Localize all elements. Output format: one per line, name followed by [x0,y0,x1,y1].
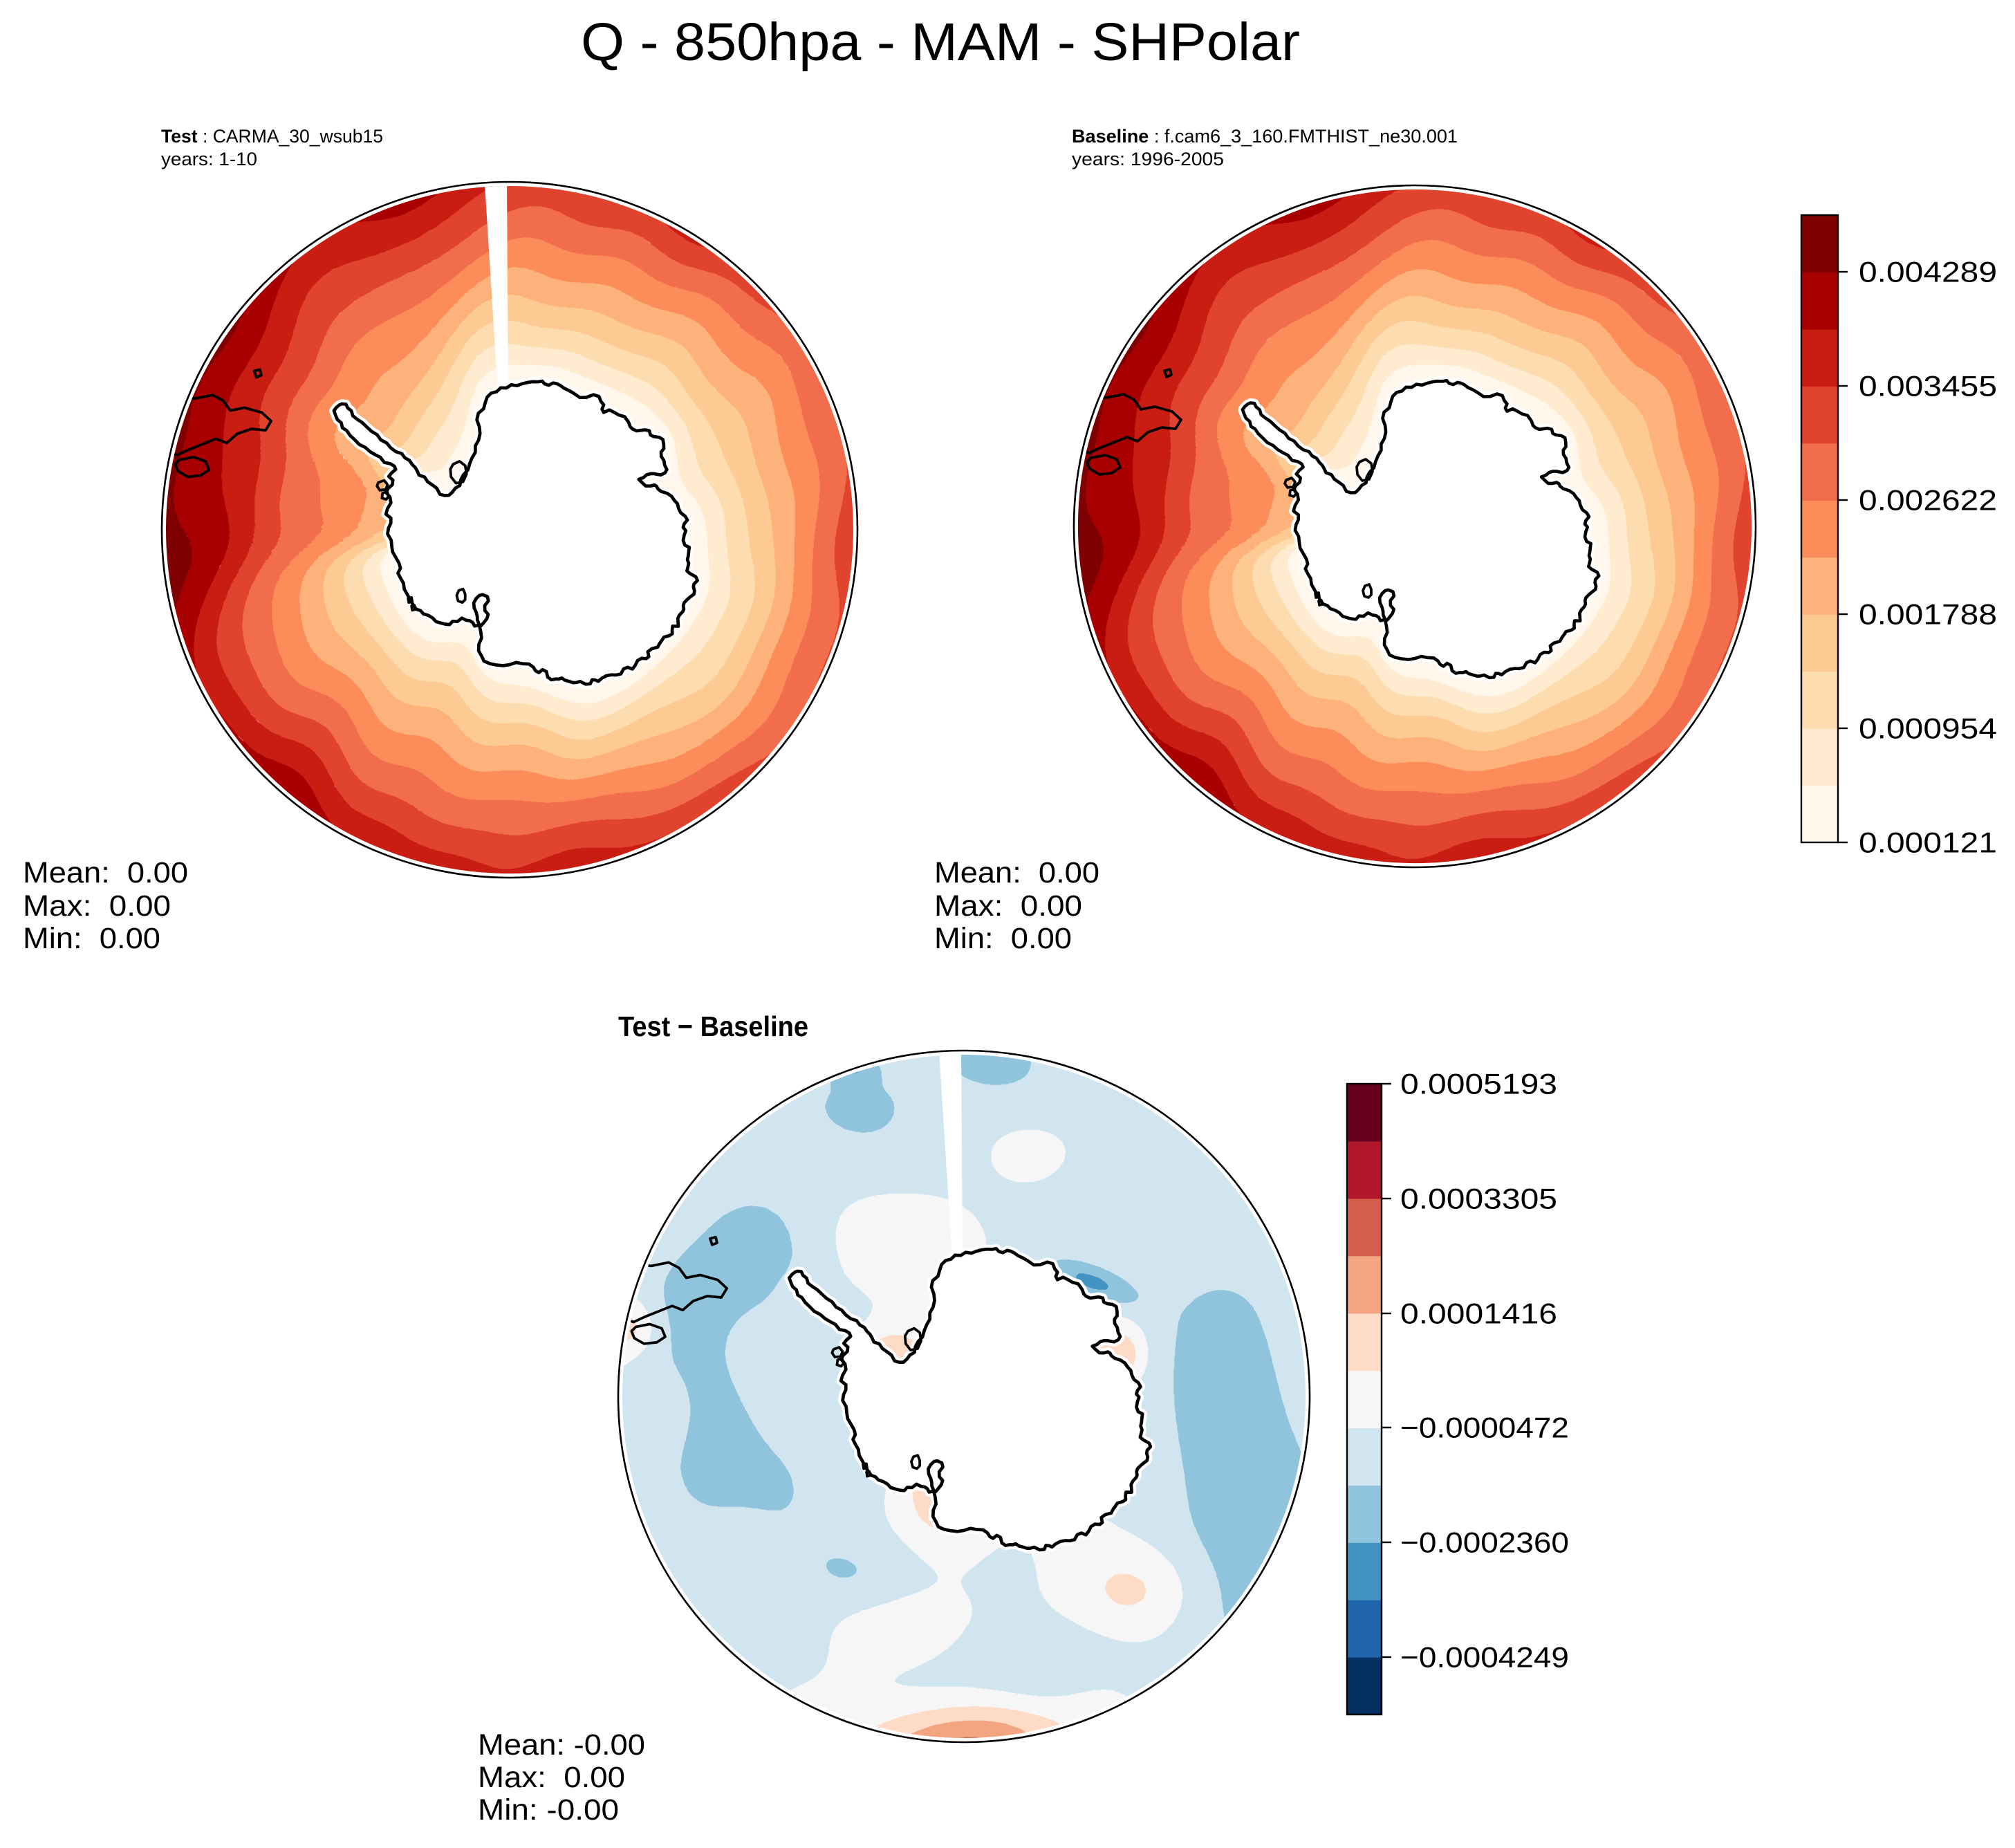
svg-text:0.000121: 0.000121 [1859,826,1997,859]
svg-text:Min: -0.00: Min: -0.00 [478,1793,619,1827]
svg-text:Mean: 0.00: Mean: 0.00 [23,856,188,889]
svg-text:Baseline : f.cam6_3_160.FMTHIS: Baseline : f.cam6_3_160.FMTHIST_ne30.001 [1072,126,1458,147]
svg-text:0.004289: 0.004289 [1859,256,1997,288]
svg-text:0.0003305: 0.0003305 [1400,1183,1557,1215]
svg-text:0.0001416: 0.0001416 [1400,1297,1557,1330]
svg-text:−0.0002360: −0.0002360 [1400,1526,1569,1559]
svg-text:0.0005193: 0.0005193 [1400,1068,1557,1100]
svg-text:Min: 0.00: Min: 0.00 [934,922,1072,955]
svg-text:0.003455: 0.003455 [1859,370,1997,403]
svg-text:Max: 0.00: Max: 0.00 [934,889,1082,923]
svg-text:Max: 0.00: Max: 0.00 [478,1761,625,1794]
svg-text:years: 1-10: years: 1-10 [161,149,257,169]
svg-text:Test : CARMA_30_wsub15: Test : CARMA_30_wsub15 [161,126,383,147]
svg-text:Mean: 0.00: Mean: 0.00 [934,856,1099,889]
svg-text:0.002622: 0.002622 [1859,484,1997,517]
svg-text:Q - 850hpa - MAM - SHPolar: Q - 850hpa - MAM - SHPolar [581,12,1300,72]
svg-text:−0.0004249: −0.0004249 [1400,1641,1569,1674]
svg-text:Max: 0.00: Max: 0.00 [23,889,171,923]
svg-text:−0.0000472: −0.0000472 [1400,1412,1569,1444]
svg-text:years: 1996-2005: years: 1996-2005 [1072,149,1224,169]
svg-text:Min: 0.00: Min: 0.00 [23,922,160,955]
svg-text:Test − Baseline: Test − Baseline [618,1010,808,1042]
svg-text:0.000954: 0.000954 [1859,712,1997,745]
svg-text:Mean: -0.00: Mean: -0.00 [478,1728,645,1762]
svg-text:0.001788: 0.001788 [1859,598,1997,631]
